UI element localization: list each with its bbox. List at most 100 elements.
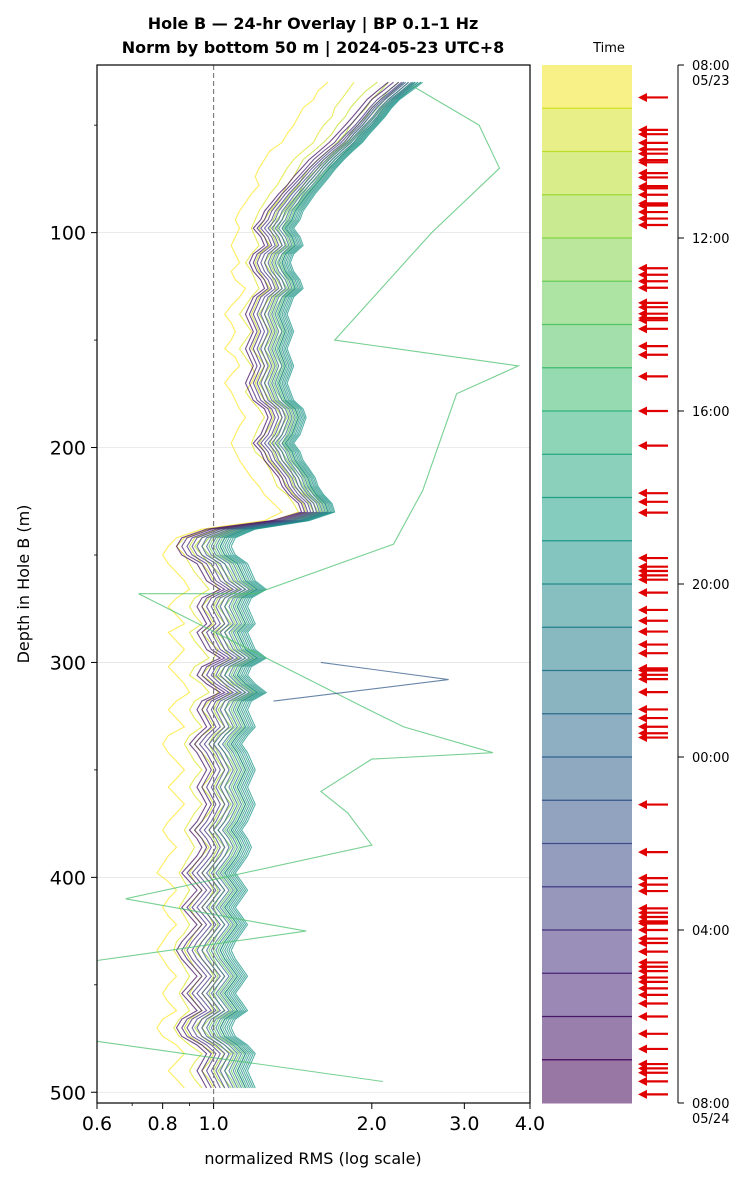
colorbar-bin-1 [542, 108, 632, 152]
colorbar-tick-label-2: 16:00 [692, 405, 729, 420]
event-arrow-58 [638, 847, 668, 857]
chart-title-line-2: Norm by bottom 50 m | 2024-05-23 UTC+8 [122, 38, 505, 58]
event-arrow-53 [638, 713, 668, 723]
y-tick-label-3: 400 [50, 867, 86, 889]
event-arrow-18 [638, 263, 668, 273]
series-line-13 [224, 81, 419, 1089]
event-arrow-42 [638, 605, 668, 615]
series-line-7 [217, 81, 414, 1089]
event-arrow-35 [638, 508, 668, 518]
outlier-line-0 [97, 86, 521, 1083]
event-arrow-44 [638, 627, 668, 637]
series-line-9 [221, 81, 419, 1089]
colorbar-bin-12 [542, 584, 632, 628]
colorbar-bin-22 [542, 1016, 632, 1061]
series-line-0 [156, 81, 329, 1089]
colorbar-bin-16 [542, 757, 632, 801]
event-arrow-3 [638, 138, 668, 148]
colorbar-bin-10 [542, 497, 632, 542]
event-arrow-23 [638, 302, 668, 312]
event-arrow-70 [638, 947, 668, 957]
event-arrow-81 [638, 1044, 668, 1054]
x-tick-label-1: 0.8 [148, 1113, 178, 1135]
series-line-15 [215, 81, 414, 1089]
chart-title-line-1: Hole B — 24-hr Overlay | BP 0.1–1 Hz [148, 14, 479, 34]
event-arrow-14 [638, 201, 668, 211]
event-arrow-20 [638, 276, 668, 286]
event-arrow-80 [638, 1029, 668, 1039]
event-arrow-57 [638, 800, 668, 810]
x-tick-label-2: 1.0 [198, 1113, 228, 1135]
colorbar-bin-14 [542, 670, 632, 715]
event-arrow-33 [638, 488, 668, 498]
event-arrow-50 [638, 674, 668, 684]
event-arrow-54 [638, 722, 668, 732]
y-tick-label-1: 200 [50, 438, 86, 460]
x-axis-label: normalized RMS (log scale) [204, 1149, 421, 1168]
colorbar-tick-label-1: 12:00 [692, 232, 729, 247]
y-axis-label: Depth in Hole B (m) [14, 505, 33, 664]
event-arrow-66 [638, 919, 668, 929]
colorbar-tick-label-0: 08:00 05/23 [692, 59, 729, 89]
series-line-16 [210, 81, 412, 1089]
event-arrow-0 [638, 92, 668, 102]
y-axis-ticks: 100 200 300 400 500 [50, 124, 97, 1104]
event-arrow-41 [638, 588, 668, 598]
colorbar-tick-label-5: 04:00 [692, 924, 729, 939]
event-arrow-45 [638, 640, 668, 650]
colorbar-bin-15 [542, 713, 632, 758]
outlier-line-1 [273, 661, 449, 702]
colorbar-tick-label-3: 20:00 [692, 578, 729, 593]
event-arrow-17 [638, 220, 668, 230]
event-arrow-56 [638, 733, 668, 743]
event-arrow-31 [638, 406, 668, 416]
x-tick-label-5: 4.0 [515, 1113, 545, 1135]
x-tick-label-4: 3.0 [449, 1113, 479, 1135]
colorbar [542, 65, 632, 1104]
colorbar-bin-5 [542, 281, 632, 325]
event-arrow-32 [638, 441, 668, 451]
event-arrow-27 [638, 324, 668, 334]
colorbar-bin-7 [542, 367, 632, 412]
axes-frame [96, 64, 531, 1104]
event-arrow-40 [638, 575, 668, 585]
event-arrow-85 [638, 1076, 668, 1086]
event-arrow-61 [638, 886, 668, 896]
colorbar-tick-label-6: 08:00 05/24 [692, 1097, 729, 1127]
event-arrow-60 [638, 880, 668, 890]
event-arrow-78 [638, 999, 668, 1009]
event-arrow-29 [638, 350, 668, 360]
colorbar-bin-18 [542, 843, 632, 888]
colorbar-bin-6 [542, 324, 632, 369]
colorbar-bin-0 [542, 65, 632, 109]
event-arrow-21 [638, 283, 668, 293]
event-arrow-28 [638, 341, 668, 351]
event-arrow-59 [638, 873, 668, 883]
grid [97, 232, 530, 1093]
series-line-21 [186, 81, 400, 1089]
event-arrow-46 [638, 648, 668, 658]
event-arrow-52 [638, 704, 668, 714]
colorbar-bin-23 [542, 1059, 632, 1104]
colorbar-bin-21 [542, 973, 632, 1017]
colorbar-bin-19 [542, 886, 632, 931]
colorbar-bin-17 [542, 800, 632, 844]
series-line-22 [181, 81, 394, 1089]
event-arrow-34 [638, 497, 668, 507]
event-arrow-11 [638, 183, 668, 193]
series-line-19 [196, 81, 405, 1089]
colorbar-label: Time [592, 41, 625, 56]
event-arrow-75 [638, 977, 668, 987]
colorbar-bin-4 [542, 238, 632, 282]
series-line-20 [191, 81, 403, 1089]
y-tick-label-0: 100 [50, 223, 86, 245]
event-arrow-67 [638, 925, 668, 935]
event-arrow-12 [638, 190, 668, 200]
event-arrow-43 [638, 616, 668, 626]
event-arrow-86 [638, 1089, 668, 1099]
colorbar-bin-20 [542, 930, 632, 974]
colorbar-ticks: 08:00 05/23 12:00 16:00 20:00 00:00 04:00 08:00… [677, 59, 729, 1127]
colorbar-bin-8 [542, 411, 632, 455]
event-arrow-5 [638, 149, 668, 159]
